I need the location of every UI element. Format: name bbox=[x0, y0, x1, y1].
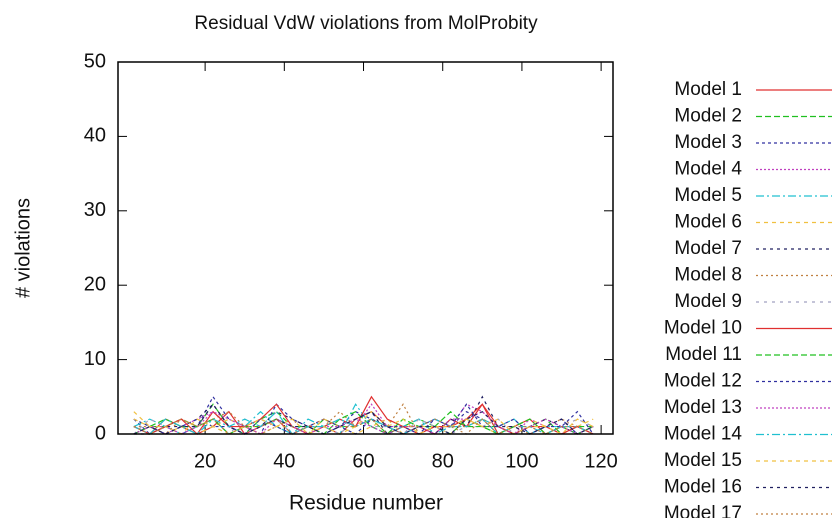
legend-label: Model 1 bbox=[674, 79, 742, 100]
y-tick-label: 0 bbox=[95, 422, 106, 444]
series-line bbox=[133, 411, 594, 435]
x-tick-label: 80 bbox=[432, 450, 454, 472]
series-line bbox=[133, 403, 594, 435]
legend-label: Model 13 bbox=[664, 397, 742, 418]
plot-frame bbox=[117, 61, 614, 435]
legend-label: Model 11 bbox=[665, 344, 742, 365]
legend-label: Model 15 bbox=[664, 450, 742, 471]
legend-label: Model 10 bbox=[664, 318, 742, 339]
legend-label: Model 7 bbox=[674, 238, 742, 259]
series-line bbox=[133, 410, 594, 435]
x-tick-label: 120 bbox=[584, 450, 617, 472]
y-tick-label: 30 bbox=[84, 199, 106, 221]
series-line bbox=[133, 410, 594, 435]
y-tick-label: 40 bbox=[84, 125, 106, 147]
x-axis-label: Residue number bbox=[289, 492, 443, 515]
legend-label: Model 3 bbox=[674, 132, 742, 153]
legend-label: Model 2 bbox=[674, 106, 742, 127]
legend-label: Model 8 bbox=[674, 265, 742, 286]
series-line bbox=[133, 395, 594, 435]
y-tick-label: 10 bbox=[84, 348, 106, 370]
chart-title: Residual VdW violations from MolProbity bbox=[194, 13, 538, 34]
legend-label: Model 6 bbox=[674, 212, 742, 233]
legend-label: Model 17 bbox=[664, 503, 742, 518]
series-line bbox=[133, 410, 594, 435]
x-tick-label: 100 bbox=[505, 450, 538, 472]
y-axis-label: # violations bbox=[12, 198, 34, 298]
series-line bbox=[133, 403, 594, 435]
legend-label: Model 5 bbox=[674, 185, 742, 206]
x-tick-label: 60 bbox=[352, 450, 374, 472]
legend-label: Model 9 bbox=[674, 291, 742, 312]
legend-label: Model 14 bbox=[664, 424, 743, 445]
series-line bbox=[133, 403, 594, 435]
legend-label: Model 16 bbox=[664, 477, 742, 498]
y-tick-label: 50 bbox=[84, 50, 106, 72]
x-tick-label: 40 bbox=[273, 450, 295, 472]
legend-label: Model 12 bbox=[664, 371, 742, 392]
y-tick-label: 20 bbox=[84, 273, 106, 295]
legend-label: Model 4 bbox=[674, 159, 742, 180]
x-tick-label: 20 bbox=[194, 450, 216, 472]
